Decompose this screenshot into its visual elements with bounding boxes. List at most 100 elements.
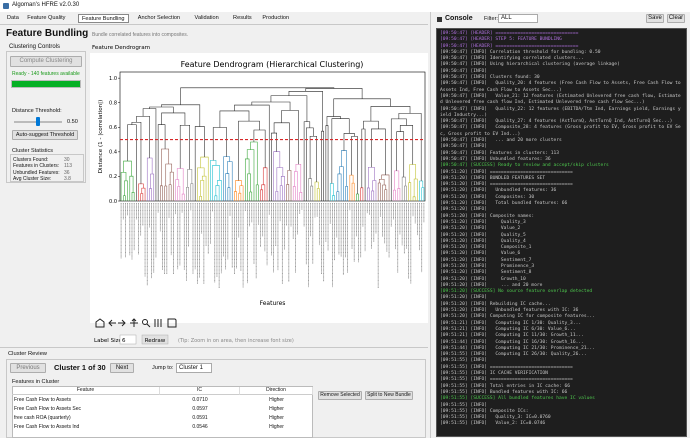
- log-level: [INFO]: [470, 138, 488, 144]
- log-msg: Rebuilding IC cache...: [489, 301, 551, 307]
- log-level: [INFO]: [470, 371, 488, 377]
- tab[interactable]: Anchor Selection: [137, 15, 181, 21]
- x-axis-label: Features: [260, 300, 286, 307]
- log-line: [09:50:47] [INFO]: [440, 69, 683, 75]
- log-line: [09:50:47] [HEADER] ====================…: [440, 44, 683, 50]
- tab[interactable]: Data: [7, 15, 19, 21]
- y-tick-label: 0.4: [109, 150, 117, 156]
- log-level: [INFO]: [470, 207, 488, 213]
- remove-button[interactable]: Remove Selected: [318, 391, 362, 400]
- tab[interactable]: Feature Bundling: [77, 14, 129, 23]
- toolbar-icon[interactable]: [130, 318, 138, 327]
- toolbar-icon[interactable]: [142, 319, 151, 328]
- log-msg: ==============================: [495, 31, 579, 36]
- table-cell[interactable]: Higher: [269, 406, 284, 412]
- table-cell[interactable]: Free Cash Flow to Assets Sec: [14, 406, 81, 412]
- save-button[interactable]: Save: [646, 14, 664, 23]
- clear-button[interactable]: Clear: [667, 14, 685, 23]
- log-t: [09:51:21]: [440, 333, 468, 339]
- window-title: Algoman's HFRE v2.0.30: [12, 2, 80, 8]
- log-line: [09:50:47] [INFO] Identifying correlated…: [440, 56, 683, 62]
- table-cell[interactable]: Higher: [269, 424, 284, 430]
- toolbar-icon[interactable]: [95, 318, 105, 328]
- log-msg: Quality_3: [489, 219, 526, 225]
- log-t: [09:51:20]: [440, 245, 468, 251]
- dendrogram-link: [160, 185, 163, 201]
- log-msg: Ready to review and accept/skip clusters: [498, 163, 609, 169]
- auto-button[interactable]: Auto-suggest Threshold: [12, 130, 78, 140]
- log-level: [INFO]: [470, 188, 488, 194]
- log-msg: Value_6: [489, 251, 521, 257]
- redraw-button[interactable]: [141, 334, 169, 345]
- dendrogram-link: [120, 172, 127, 201]
- log-level: [INFO]: [470, 106, 488, 112]
- table-cell[interactable]: Higher: [269, 397, 284, 403]
- log-t: [09:50:47]: [440, 43, 468, 49]
- log-line: [09:51:55] [INFO]: [440, 403, 683, 409]
- console-log: [09:50:47] [HEADER] ====================…: [436, 28, 687, 437]
- dendrogram-link: [398, 113, 422, 181]
- dendrogram-link: [409, 164, 417, 183]
- previous-button[interactable]: Previous: [10, 363, 46, 373]
- log-level: [SUCCESS]: [470, 163, 496, 169]
- toolbar-icon[interactable]: [118, 319, 126, 327]
- tab[interactable]: Results: [233, 15, 252, 21]
- log-msg: Value_21: 12 features (Estimated Unlever…: [440, 93, 681, 106]
- toolbar-icon[interactable]: [167, 318, 177, 328]
- log-t: [09:51:44]: [440, 345, 468, 351]
- table-cell[interactable]: free cash ROA (quarterly): [14, 415, 71, 421]
- log-level: [INFO]: [470, 320, 488, 326]
- log-msg: Sentiment_7: [489, 257, 532, 263]
- dendrogram-link: [288, 91, 323, 132]
- y-tick-label: 0.0: [109, 199, 117, 205]
- console-title: Console: [445, 15, 473, 22]
- log-level: [INFO]: [470, 169, 488, 175]
- cluster-label: Cluster 1 of 30: [54, 363, 106, 372]
- log-msg: STEP 5: FEATURE BUNDLING: [495, 37, 562, 43]
- log-level: [INFO]: [470, 314, 488, 320]
- log-level: [INFO]: [470, 415, 488, 421]
- slider-thumb[interactable]: [36, 117, 40, 126]
- toolbar-icon[interactable]: [154, 319, 162, 327]
- filter-select[interactable]: ALL: [498, 14, 538, 23]
- table-cell[interactable]: Free Cash Flow to Assets: [14, 397, 71, 403]
- table-cell[interactable]: 0.0591: [192, 415, 208, 421]
- dendrogram-link: [175, 179, 180, 201]
- next-button[interactable]: Next: [110, 363, 134, 373]
- dendrogram-link: [244, 158, 250, 201]
- log-line: [09:51:55] [INFO]: [440, 358, 683, 364]
- log-level: [INFO]: [470, 421, 488, 427]
- table-cell[interactable]: 0.0597: [192, 406, 208, 412]
- compute-button[interactable]: Compute Clustering: [10, 56, 82, 67]
- split-button[interactable]: Split to New Bundle: [365, 391, 413, 400]
- log-t: [09:51:55]: [440, 358, 468, 364]
- toolbar-icon[interactable]: [108, 319, 116, 327]
- tab[interactable]: Validation: [194, 15, 219, 21]
- tab[interactable]: Production: [262, 15, 290, 21]
- log-line: [09:51:20] [SUCCESS] No source feature o…: [440, 289, 683, 295]
- log-line: [09:51:55] [SUCCESS] All bundled feature…: [440, 396, 683, 402]
- dendrogram-link: [372, 180, 377, 201]
- dendrogram-link: [275, 191, 279, 201]
- jump-select[interactable]: Cluster 1: [176, 363, 212, 373]
- tab[interactable]: Feature Quality: [27, 15, 66, 21]
- log-line: [09:51:21] [INFO] Computing IC 11/30: Gr…: [440, 333, 683, 339]
- log-level: [INFO]: [470, 282, 488, 288]
- log-msg: [490, 403, 493, 408]
- log-t: [09:51:20]: [440, 169, 468, 175]
- log-msg: Clusters found: 30: [489, 75, 540, 81]
- y-tick-label: 0.8: [109, 101, 117, 107]
- log-level: [INFO]: [470, 295, 488, 301]
- table-cell[interactable]: 0.0710: [192, 397, 208, 403]
- progress-fill: [12, 81, 80, 87]
- table-cell[interactable]: Higher: [269, 415, 284, 421]
- table-cell[interactable]: Free Cash Flow to Assets Ind: [14, 424, 80, 430]
- dendrogram-link: [305, 88, 363, 99]
- log-msg: Computing IC 26/30: Quality_26...: [489, 352, 587, 358]
- table-cell[interactable]: 0.0546: [192, 424, 208, 430]
- log-msg: ... and 20 more clusters: [489, 138, 562, 144]
- stat-value: 3.8: [64, 175, 71, 182]
- log-line: [09:51:20] [INFO] ======================…: [440, 170, 683, 176]
- log-msg: Quality_4: [489, 238, 526, 244]
- log-line: [09:51:55] [INFO] ======================…: [440, 365, 683, 371]
